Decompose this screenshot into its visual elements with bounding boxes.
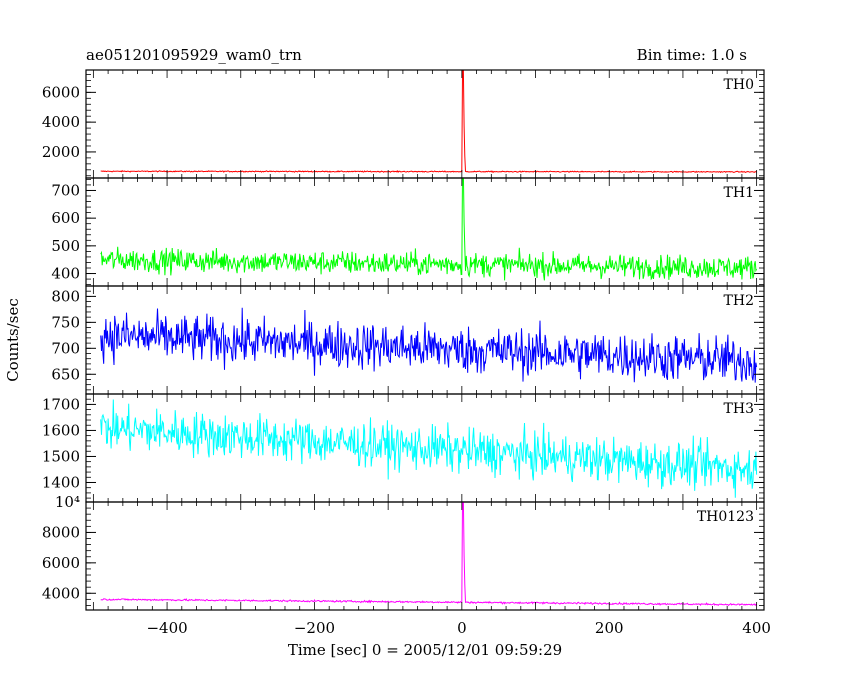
y-tick-label: 6000 (42, 554, 80, 572)
panel-label-th0: TH0 (724, 77, 754, 93)
y-tick-label: 8000 (42, 523, 80, 541)
x-axis-title: Time [sec] 0 = 2005/12/01 09:59:29 (288, 641, 562, 659)
x-tick-label: 400 (742, 619, 771, 637)
chart-title: ae051201095929_wam0_trn (86, 46, 302, 64)
panel-frame (85, 501, 765, 611)
series-line-th0123 (100, 502, 757, 607)
y-tick-label: 500 (51, 237, 80, 255)
y-tick-label: 750 (51, 313, 80, 331)
panel-th2: 650 700 750 800 TH2 (51, 285, 765, 395)
panel-label-th1: TH1 (724, 185, 754, 201)
series-line-th2 (100, 307, 758, 383)
y-tick-label: 700 (51, 339, 80, 357)
x-tick-label: −200 (294, 619, 335, 637)
y-tick-label: 2000 (42, 143, 80, 161)
y-tick-label: 1600 (42, 421, 80, 439)
x-axis: −400 −200 0 200 400 (146, 619, 770, 637)
y-tick-label: 400 (51, 265, 80, 283)
y-tick-label: 1400 (42, 473, 80, 491)
y-tick-label: 650 (51, 365, 80, 383)
y-tick-label: 600 (51, 209, 80, 227)
series-line-th1 (100, 178, 758, 281)
y-tick-label: 1500 (42, 447, 80, 465)
x-tick-label: 200 (595, 619, 624, 637)
series-line-th3 (100, 399, 758, 498)
panel-th0123: 4000 6000 8000 10⁴ TH0123 (42, 493, 765, 611)
panel-th0: 2000 4000 6000 TH0 (42, 69, 765, 179)
bin-time-label: Bin time: 1.0 s (637, 46, 747, 64)
y-axis-title: Counts/sec (4, 298, 22, 382)
y-tick-label: 700 (51, 181, 80, 199)
series-line-th0 (100, 70, 757, 174)
y-tick-label: 4000 (42, 113, 80, 131)
x-tick-label: −400 (146, 619, 187, 637)
x-tick-label: 0 (457, 619, 467, 637)
y-tick-label: 800 (51, 287, 80, 305)
panel-label-th2: TH2 (724, 293, 754, 309)
panel-th3: 1400 1500 1600 1700 TH3 (42, 393, 765, 503)
y-tick-label: 10⁴ (55, 493, 80, 511)
y-tick-label: 6000 (42, 83, 80, 101)
panel-label-th3: TH3 (724, 401, 754, 417)
panel-label-th0123: TH0123 (697, 509, 754, 525)
panel-frame (85, 69, 765, 179)
panel-th1: 400 500 600 700 TH1 (51, 177, 765, 287)
y-tick-label: 1700 (42, 395, 80, 413)
y-tick-label: 4000 (42, 584, 80, 602)
panels-group: 2000 4000 6000 TH0 400 500 600 700 TH1 650 700 750 8… (42, 69, 765, 611)
